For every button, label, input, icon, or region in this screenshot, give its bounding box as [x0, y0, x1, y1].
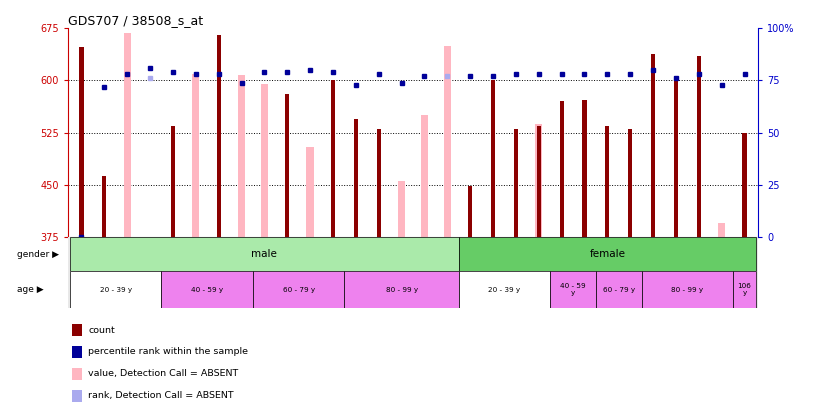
Bar — [733, 271, 756, 308]
Bar — [468, 186, 472, 237]
Text: gender ▶: gender ▶ — [17, 249, 59, 259]
Bar — [377, 129, 381, 237]
Bar — [491, 81, 495, 237]
Bar — [216, 35, 221, 237]
Text: 60 - 79 y: 60 - 79 y — [282, 287, 315, 292]
Bar — [674, 76, 678, 237]
Bar — [718, 223, 725, 237]
Bar — [743, 132, 747, 237]
Text: count: count — [88, 326, 115, 335]
Text: rank, Detection Call = ABSENT: rank, Detection Call = ABSENT — [88, 391, 234, 400]
Bar — [444, 46, 451, 237]
Bar — [70, 237, 458, 271]
Text: 20 - 39 y: 20 - 39 y — [100, 287, 132, 292]
Bar — [306, 147, 314, 237]
Bar — [596, 271, 642, 308]
Text: value, Detection Call = ABSENT: value, Detection Call = ABSENT — [88, 369, 239, 378]
Text: 40 - 59 y: 40 - 59 y — [191, 287, 223, 292]
Bar — [537, 126, 541, 237]
Text: 40 - 59
y: 40 - 59 y — [560, 283, 586, 296]
Bar — [70, 271, 161, 308]
Bar — [102, 177, 107, 237]
Bar — [628, 129, 632, 237]
Text: age ▶: age ▶ — [17, 285, 44, 294]
Bar — [124, 33, 131, 237]
Bar — [651, 54, 655, 237]
Bar — [550, 271, 596, 308]
Bar — [238, 75, 245, 237]
Bar — [582, 100, 586, 237]
Bar — [344, 271, 458, 308]
Bar — [261, 84, 268, 237]
Bar — [79, 47, 83, 237]
Text: female: female — [590, 249, 625, 259]
Bar — [171, 126, 175, 237]
Bar — [285, 94, 289, 237]
Text: 80 - 99 y: 80 - 99 y — [386, 287, 418, 292]
Bar — [559, 101, 563, 237]
Bar — [192, 74, 199, 237]
Text: percentile rank within the sample: percentile rank within the sample — [88, 347, 249, 356]
Bar — [697, 56, 701, 237]
Bar — [514, 129, 518, 237]
Bar — [398, 181, 406, 237]
Bar — [420, 115, 428, 237]
Bar — [535, 124, 543, 237]
Bar — [331, 81, 335, 237]
Bar — [642, 271, 733, 308]
Bar — [605, 126, 610, 237]
Text: 20 - 39 y: 20 - 39 y — [488, 287, 520, 292]
Text: 80 - 99 y: 80 - 99 y — [672, 287, 704, 292]
Bar — [458, 271, 550, 308]
Bar — [253, 271, 344, 308]
Text: 106
y: 106 y — [738, 283, 752, 296]
Text: GDS707 / 38508_s_at: GDS707 / 38508_s_at — [68, 14, 203, 27]
Text: male: male — [251, 249, 278, 259]
Bar — [354, 119, 358, 237]
Bar — [458, 237, 756, 271]
Bar — [161, 271, 253, 308]
Text: 60 - 79 y: 60 - 79 y — [603, 287, 635, 292]
